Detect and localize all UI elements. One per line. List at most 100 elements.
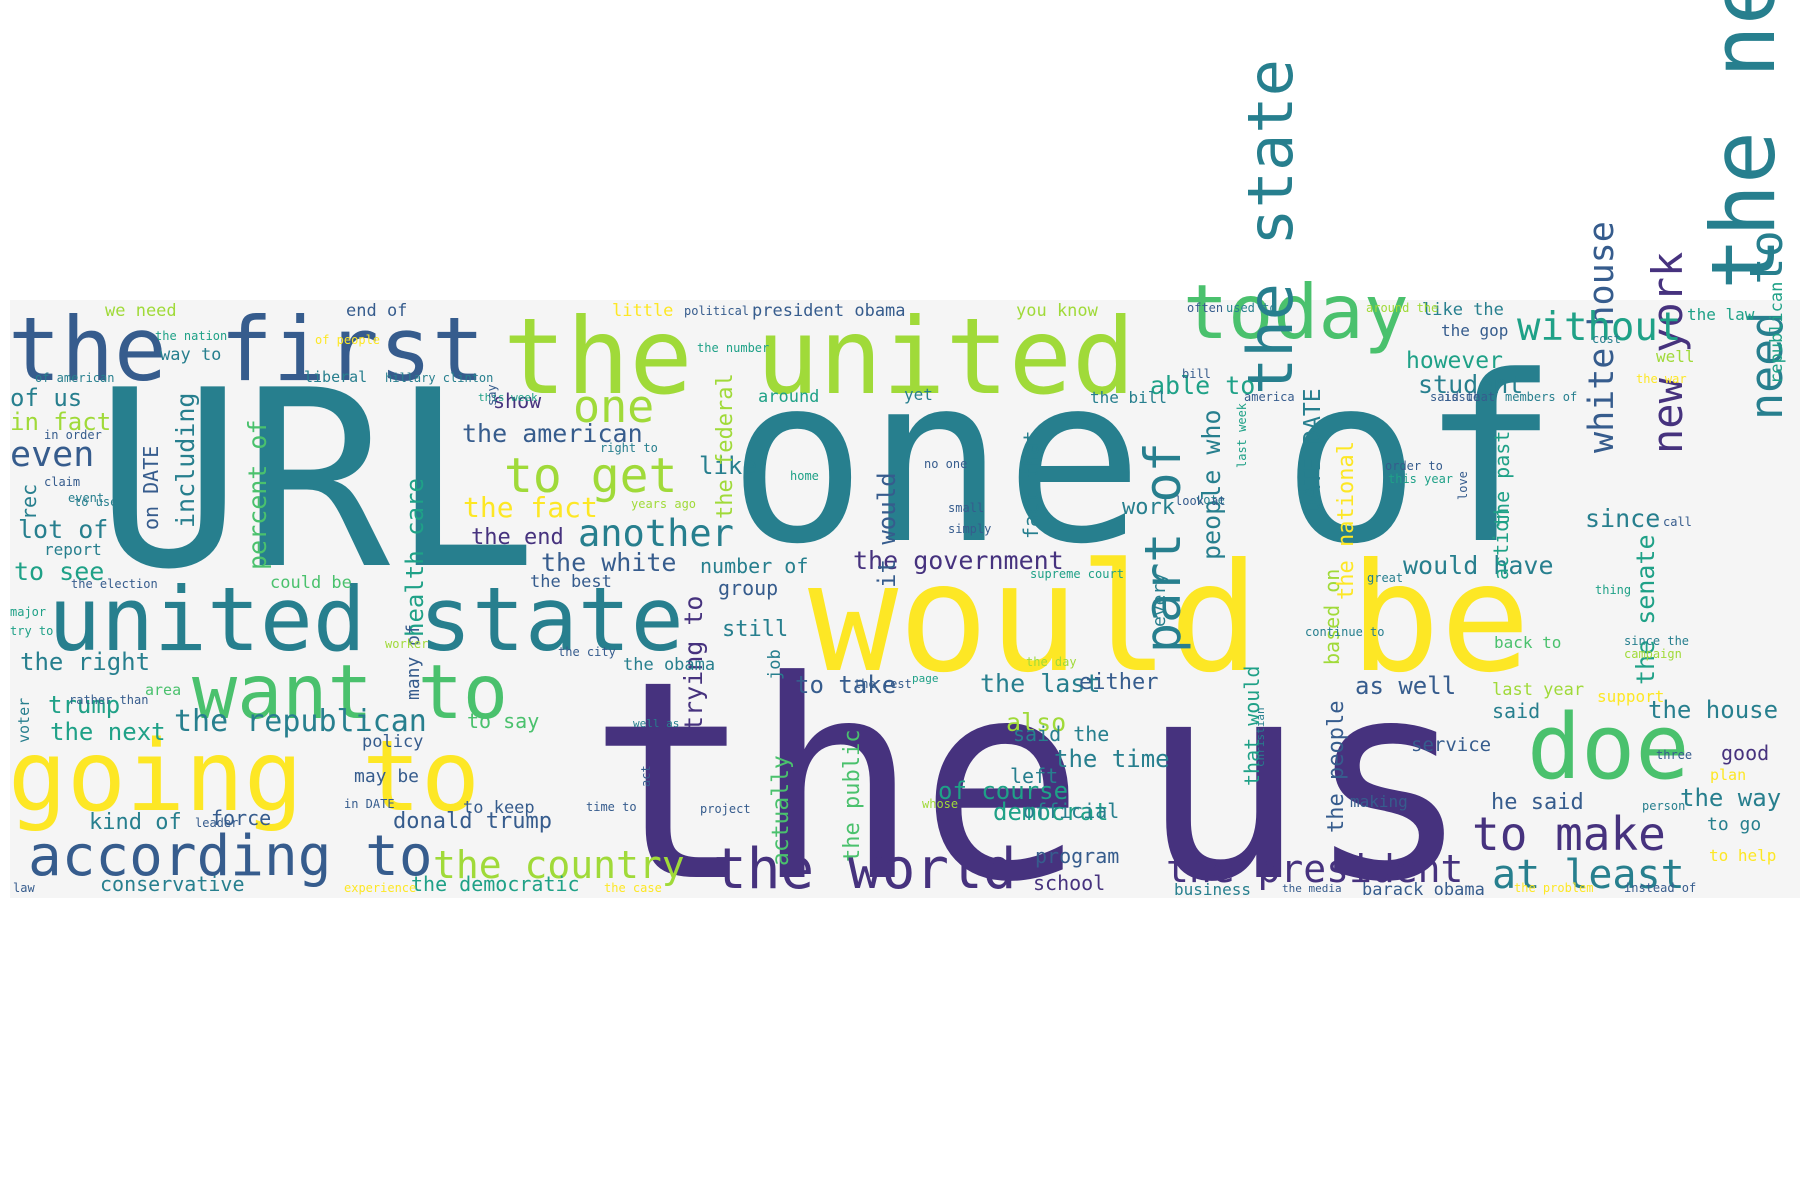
- cloud-word: another: [578, 512, 734, 555]
- cloud-word: today: [1183, 268, 1409, 356]
- cloud-word: program: [1035, 844, 1119, 868]
- cloud-word: people who: [1197, 409, 1226, 560]
- cloud-word: the federal: [713, 373, 738, 519]
- cloud-word: back to: [1494, 633, 1561, 652]
- cloud-word: health care: [401, 478, 429, 637]
- cloud-word: also: [1006, 708, 1066, 737]
- cloud-word: able to: [1150, 371, 1255, 400]
- cloud-word: every: [1149, 573, 1170, 627]
- cloud-word: the media: [1282, 882, 1342, 895]
- cloud-word: little: [612, 301, 673, 321]
- cloud-word: as well: [1355, 672, 1456, 700]
- cloud-word: group: [718, 576, 778, 600]
- cloud-word: right to: [600, 441, 658, 455]
- cloud-word: issue: [1444, 390, 1480, 404]
- cloud-word: the right: [20, 648, 150, 676]
- cloud-word: claim: [44, 475, 80, 489]
- cloud-word: part of: [1134, 442, 1192, 653]
- cloud-word: percent of: [243, 419, 272, 570]
- cloud-word: service: [1411, 734, 1491, 756]
- cloud-word: vote: [1196, 493, 1225, 507]
- cloud-word: need to: [1740, 230, 1793, 420]
- cloud-word: one: [573, 380, 654, 433]
- cloud-word: the state: [1234, 59, 1307, 395]
- cloud-word: the problem: [1514, 881, 1593, 895]
- cloud-word: want to: [192, 648, 508, 736]
- cloud-word: leader: [195, 816, 238, 830]
- cloud-word: the senate: [1631, 534, 1660, 685]
- cloud-word: like: [699, 452, 757, 480]
- cloud-word: page: [912, 672, 939, 685]
- cloud-word: new york: [1643, 252, 1692, 454]
- cloud-word: the white: [541, 548, 676, 577]
- cloud-word: to make: [1472, 807, 1666, 861]
- cloud-word: the fact: [463, 491, 598, 524]
- cloud-word: liberal: [304, 368, 367, 386]
- cloud-word: the time: [1054, 745, 1170, 773]
- cloud-word: conservative: [100, 872, 245, 896]
- cloud-word: used to: [1226, 301, 1277, 315]
- cloud-word: the: [588, 622, 1085, 942]
- cloud-word: fact that: [1019, 431, 1043, 539]
- cloud-word: the first: [8, 298, 485, 401]
- cloud-background: [10, 300, 1800, 898]
- cloud-word: of us: [10, 384, 82, 412]
- cloud-word: the american: [462, 419, 643, 448]
- cloud-word: the world: [713, 837, 1016, 902]
- cloud-word: to help: [1709, 846, 1776, 865]
- cloud-word: cost: [1592, 332, 1621, 346]
- cloud-word: kind of: [89, 810, 182, 835]
- cloud-word: home: [790, 469, 819, 483]
- cloud-word: well as: [633, 717, 679, 730]
- cloud-word: way to: [160, 345, 221, 365]
- cloud-word: try to: [10, 624, 53, 638]
- cloud-word: to get: [504, 448, 677, 504]
- cloud-word: of people: [315, 333, 380, 347]
- cloud-word: christian: [1254, 707, 1267, 767]
- cloud-word: official: [1023, 799, 1119, 823]
- cloud-word: us: [1140, 622, 1471, 942]
- cloud-word: hillary clinton: [385, 371, 493, 385]
- cloud-word: years ago: [631, 497, 696, 511]
- cloud-word: he said: [1491, 790, 1584, 815]
- cloud-word: law: [13, 881, 35, 895]
- cloud-word: the new: [1692, 0, 1795, 290]
- cloud-word: to see: [14, 557, 104, 586]
- cloud-word: rather than: [69, 693, 148, 707]
- cloud-word: the best: [530, 572, 612, 592]
- cloud-word: doe: [1527, 695, 1690, 800]
- cloud-word: said the: [1013, 722, 1109, 746]
- cloud-word: DATE DATE: [1300, 388, 1326, 513]
- cloud-word: around the: [1366, 301, 1438, 315]
- cloud-word: making: [1350, 792, 1408, 811]
- cloud-word: that would: [1240, 666, 1264, 786]
- cloud-word: the case: [604, 881, 662, 895]
- cloud-word: to go: [1707, 814, 1761, 835]
- cloud-word: act: [639, 765, 653, 787]
- cloud-word: to say: [467, 709, 539, 733]
- cloud-word: would be: [808, 532, 1530, 706]
- cloud-word: the end: [471, 525, 564, 550]
- cloud-word: to keep: [463, 798, 535, 818]
- cloud-word: to take: [795, 671, 896, 699]
- cloud-word: the united: [503, 296, 1135, 418]
- cloud-word: say: [485, 384, 499, 406]
- cloud-word: major: [10, 605, 46, 619]
- cloud-word: work: [1122, 495, 1175, 520]
- cloud-word: student: [1418, 370, 1523, 399]
- cloud-word: the public: [840, 730, 865, 862]
- cloud-word: many of: [403, 624, 424, 700]
- cloud-word: white house: [1582, 221, 1622, 453]
- cloud-word: like the: [1422, 300, 1504, 320]
- cloud-word: simply: [948, 522, 991, 536]
- cloud-word: one of: [728, 328, 1559, 595]
- cloud-word: well: [1656, 347, 1695, 366]
- cloud-word: at least: [1492, 852, 1685, 898]
- cloud-word: in order: [44, 428, 102, 442]
- cloud-word: the country: [433, 843, 685, 887]
- cloud-word: worker: [385, 637, 428, 651]
- cloud-word: force: [211, 806, 271, 830]
- cloud-word: support: [1597, 687, 1664, 706]
